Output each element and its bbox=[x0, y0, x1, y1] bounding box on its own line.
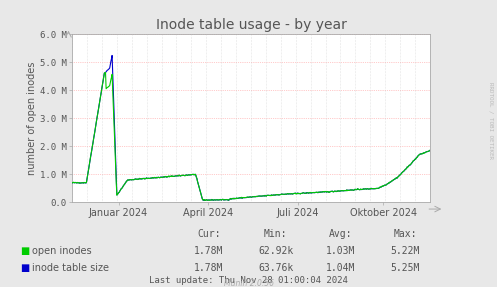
Text: Munin 2.0.56: Munin 2.0.56 bbox=[224, 280, 273, 287]
Text: Last update: Thu Nov 28 01:00:04 2024: Last update: Thu Nov 28 01:00:04 2024 bbox=[149, 276, 348, 285]
Text: Max:: Max: bbox=[393, 229, 417, 239]
Text: inode table size: inode table size bbox=[32, 263, 109, 273]
Text: 5.25M: 5.25M bbox=[390, 263, 420, 273]
Title: Inode table usage - by year: Inode table usage - by year bbox=[156, 18, 346, 32]
Text: 1.78M: 1.78M bbox=[194, 263, 224, 273]
Y-axis label: number of open inodes: number of open inodes bbox=[27, 62, 37, 175]
Text: 1.04M: 1.04M bbox=[326, 263, 355, 273]
Text: open inodes: open inodes bbox=[32, 246, 92, 256]
Text: Min:: Min: bbox=[264, 229, 288, 239]
Text: 1.03M: 1.03M bbox=[326, 246, 355, 256]
Text: Avg:: Avg: bbox=[329, 229, 352, 239]
Text: ■: ■ bbox=[20, 263, 29, 273]
Text: 5.22M: 5.22M bbox=[390, 246, 420, 256]
Text: Cur:: Cur: bbox=[197, 229, 221, 239]
Text: ■: ■ bbox=[20, 246, 29, 256]
Text: RRDTOOL / TOBI OETIKER: RRDTOOL / TOBI OETIKER bbox=[488, 82, 493, 159]
Text: 63.76k: 63.76k bbox=[258, 263, 293, 273]
Text: 62.92k: 62.92k bbox=[258, 246, 293, 256]
Text: 1.78M: 1.78M bbox=[194, 246, 224, 256]
